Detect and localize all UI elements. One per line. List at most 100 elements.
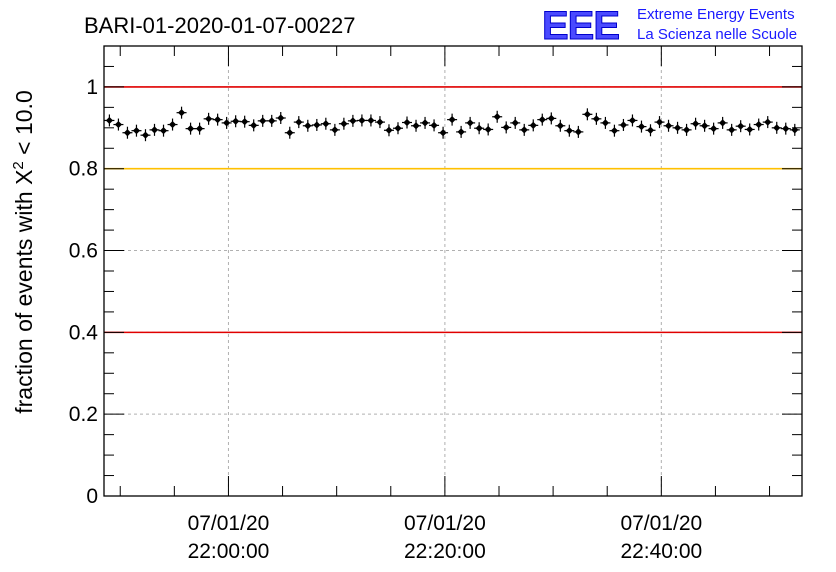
data-point-marker <box>673 124 682 132</box>
data-point-marker <box>511 119 519 127</box>
x-tick-date-label: 07/01/20 <box>620 512 702 535</box>
data-point <box>167 118 178 131</box>
data-point <box>266 114 277 127</box>
data-point <box>780 122 791 135</box>
eee-logo-line2: La Scienza nelle Scuole <box>637 26 797 43</box>
data-point-marker <box>538 116 546 124</box>
data-point <box>546 112 557 125</box>
data-point-marker <box>592 115 600 123</box>
data-point-marker <box>430 121 438 129</box>
data-point-marker <box>268 117 276 125</box>
data-point <box>789 123 800 136</box>
data-point <box>420 116 431 129</box>
data-point-marker <box>331 126 339 134</box>
data-point <box>429 119 440 132</box>
data-point <box>329 123 340 136</box>
data-point-marker <box>214 116 222 124</box>
chart-title: BARI-01-2020-01-07-00227 <box>84 13 356 38</box>
data-point <box>456 125 467 138</box>
data-point <box>663 119 674 132</box>
data-point-marker <box>628 116 637 125</box>
data-point <box>338 117 349 130</box>
data-point <box>474 122 485 135</box>
data-point-marker <box>655 118 664 126</box>
data-point-marker <box>132 127 141 135</box>
data-point <box>221 116 232 129</box>
data-point <box>618 118 629 131</box>
data-point <box>140 129 151 142</box>
data-point-marker <box>412 122 420 130</box>
data-point <box>149 123 160 136</box>
data-point <box>374 116 385 129</box>
data-point-marker <box>610 127 619 135</box>
data-point-marker <box>583 110 591 118</box>
data-point <box>672 121 683 134</box>
data-point <box>185 122 196 135</box>
data-point-marker <box>619 121 628 129</box>
data-point-marker <box>123 129 132 137</box>
data-points <box>104 106 800 142</box>
data-point-marker <box>466 119 474 127</box>
data-point <box>176 106 187 119</box>
y-tick-label: 1 <box>86 76 98 99</box>
x-tick-time-label: 22:00:00 <box>188 540 270 563</box>
data-point-marker <box>150 126 159 134</box>
data-point-marker <box>141 131 150 139</box>
data-point-marker <box>574 128 582 136</box>
data-point <box>293 116 304 129</box>
data-point <box>645 124 656 137</box>
data-point <box>636 120 647 133</box>
data-point-marker <box>556 122 564 130</box>
data-point <box>735 120 746 133</box>
data-point <box>690 117 701 130</box>
x-tick-time-label: 22:20:00 <box>404 540 486 563</box>
data-point-marker <box>241 118 249 126</box>
data-point-marker <box>277 114 285 122</box>
eee-logo-line1: Extreme Energy Events <box>637 6 795 23</box>
eee-logo: EEE Extreme Energy Events La Scienza nel… <box>542 4 798 49</box>
data-point-marker <box>168 120 177 129</box>
data-point-marker <box>646 126 655 134</box>
data-point-marker <box>637 122 646 131</box>
data-point <box>537 113 548 126</box>
data-point-marker <box>304 122 312 130</box>
data-point-marker <box>421 119 429 127</box>
data-point <box>257 114 268 127</box>
data-point-marker <box>177 109 186 117</box>
data-point-marker <box>746 125 754 134</box>
data-point <box>555 119 566 132</box>
data-point <box>771 121 782 134</box>
data-point-marker <box>755 120 763 129</box>
data-point-marker <box>664 122 673 130</box>
eee-logo-mark: EEE <box>542 4 619 48</box>
data-point <box>230 115 241 128</box>
data-point <box>492 110 503 123</box>
data-point-marker <box>367 116 375 125</box>
data-point <box>510 116 521 129</box>
x-tick-date-label: 07/01/20 <box>404 512 486 535</box>
data-point-marker <box>719 119 727 127</box>
data-point-marker <box>376 118 384 126</box>
data-point <box>311 118 322 131</box>
data-point <box>681 123 692 136</box>
data-point <box>501 121 512 134</box>
data-point <box>762 116 773 129</box>
data-point-marker <box>457 128 465 136</box>
data-point <box>528 119 539 132</box>
data-point <box>113 118 124 131</box>
data-point <box>104 114 115 127</box>
x-tick-time-label: 22:40:00 <box>620 540 702 563</box>
data-point <box>275 112 286 124</box>
data-point-marker <box>547 114 555 123</box>
data-point-marker <box>764 118 772 126</box>
data-point-marker <box>710 125 718 133</box>
data-point-marker <box>439 129 447 137</box>
data-point <box>564 124 575 137</box>
data-point <box>708 122 719 135</box>
data-point <box>284 126 295 139</box>
reference-lines <box>104 86 802 334</box>
data-point <box>239 115 250 128</box>
data-point <box>519 123 530 136</box>
data-point-marker <box>502 123 510 132</box>
